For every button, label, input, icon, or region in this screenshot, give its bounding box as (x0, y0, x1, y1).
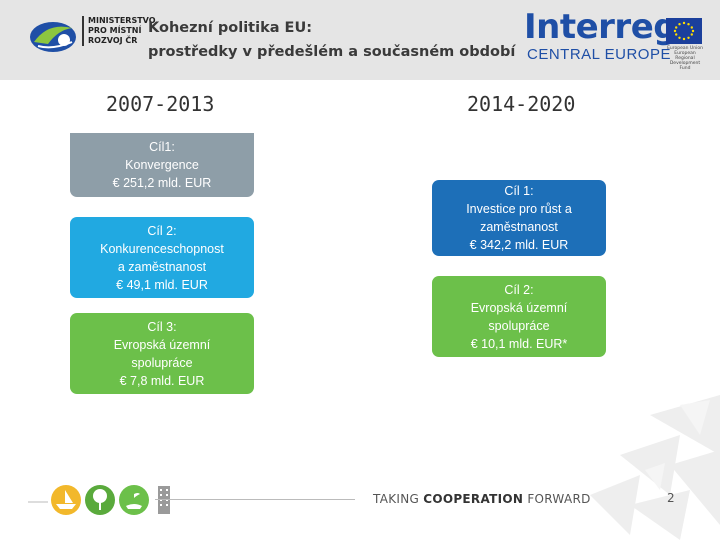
box-line: Cíl 2: (504, 281, 533, 299)
ministry-line-2: PRO MÍSTNÍ (88, 26, 156, 36)
goal-box-territorial-cooperation-2007: Cíl 3: Evropská územní spolupráce € 7,8 … (70, 313, 254, 394)
box-line: spolupráce (131, 354, 192, 372)
box-line: € 251,2 mld. EUR (113, 174, 212, 192)
slide-title: Kohezní politika EU: prostředky v předeš… (148, 16, 515, 64)
box-line: Cíl 2: (147, 222, 176, 240)
goal-box-competitiveness: Cíl 2: Konkurenceschopnost a zaměstnanos… (70, 217, 254, 298)
ministry-line-1: MINISTERSTVO (88, 16, 156, 26)
footer-divider (155, 499, 355, 500)
footer-tagline: TAKING COOPERATION FORWARD (373, 492, 591, 506)
period-heading-2014-2020: 2014-2020 (467, 92, 575, 116)
interreg-logo-subtitle: CENTRAL EUROPE (527, 46, 671, 63)
hand-plant-icon (119, 485, 149, 515)
box-line: € 10,1 mld. EUR* (471, 335, 568, 353)
ministry-logo-text: MINISTERSTVO PRO MÍSTNÍ ROZVOJ ČR (82, 16, 156, 46)
ministry-logo-icon (28, 20, 78, 54)
ministry-line-3: ROZVOJ ČR (88, 36, 156, 46)
decorative-triangles (560, 395, 720, 540)
goal-box-convergence: Cíl1: Konvergence € 251,2 mld. EUR (70, 133, 254, 197)
box-line: € 7,8 mld. EUR (120, 372, 205, 390)
tagline-bold: COOPERATION (423, 492, 523, 506)
page-number: 2 (667, 491, 675, 505)
box-line: a zaměstnanost (118, 258, 206, 276)
boat-icon (51, 485, 81, 515)
box-line: zaměstnanost (480, 218, 558, 236)
box-line: spolupráce (488, 317, 549, 335)
box-line: Cíl1: (149, 138, 175, 156)
eu-fine-print: European Union European Regional Develop… (664, 46, 706, 71)
box-line: Konvergence (125, 156, 199, 174)
box-line: € 49,1 mld. EUR (116, 276, 208, 294)
goal-box-investment-growth: Cíl 1: Investice pro růst a zaměstnanost… (432, 180, 606, 256)
box-line: Cíl 3: (147, 318, 176, 336)
tagline-part-1: TAKING (373, 492, 423, 506)
tree-icon (85, 485, 115, 515)
period-heading-2007-2013: 2007-2013 (106, 92, 214, 116)
box-line: Evropská územní (471, 299, 568, 317)
interreg-logo-word: Interreg (524, 8, 677, 46)
slide-title-line-1: Kohezní politika EU: (148, 16, 515, 40)
box-line: Konkurenceschopnost (100, 240, 224, 258)
box-line: Cíl 1: (504, 182, 533, 200)
tagline-part-2: FORWARD (523, 492, 590, 506)
eu-fine-line-3: Development Fund (664, 61, 706, 71)
footer-icon-row (28, 482, 154, 522)
building-icon (156, 482, 172, 518)
slide-title-line-2: prostředky v předešlém a současném obdob… (148, 40, 515, 64)
footer-icons (28, 482, 154, 518)
box-line: € 342,2 mld. EUR (470, 236, 569, 254)
header-bar: MINISTERSTVO PRO MÍSTNÍ ROZVOJ ČR Kohezn… (0, 0, 720, 80)
box-line: Evropská územní (114, 336, 211, 354)
eu-flag-icon (666, 18, 702, 44)
box-line: Investice pro růst a (466, 200, 572, 218)
goal-box-territorial-cooperation-2014: Cíl 2: Evropská územní spolupráce € 10,1… (432, 276, 606, 357)
eu-fine-line-2: European Regional (664, 51, 706, 61)
